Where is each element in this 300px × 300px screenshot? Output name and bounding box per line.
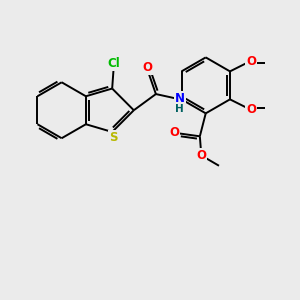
- Text: N: N: [175, 92, 185, 105]
- Text: O: O: [169, 126, 179, 139]
- Text: O: O: [246, 103, 256, 116]
- Text: S: S: [110, 131, 118, 144]
- Text: O: O: [142, 61, 152, 74]
- Text: H: H: [175, 104, 184, 114]
- Text: O: O: [196, 149, 206, 162]
- Text: Cl: Cl: [107, 57, 120, 70]
- Text: O: O: [246, 55, 256, 68]
